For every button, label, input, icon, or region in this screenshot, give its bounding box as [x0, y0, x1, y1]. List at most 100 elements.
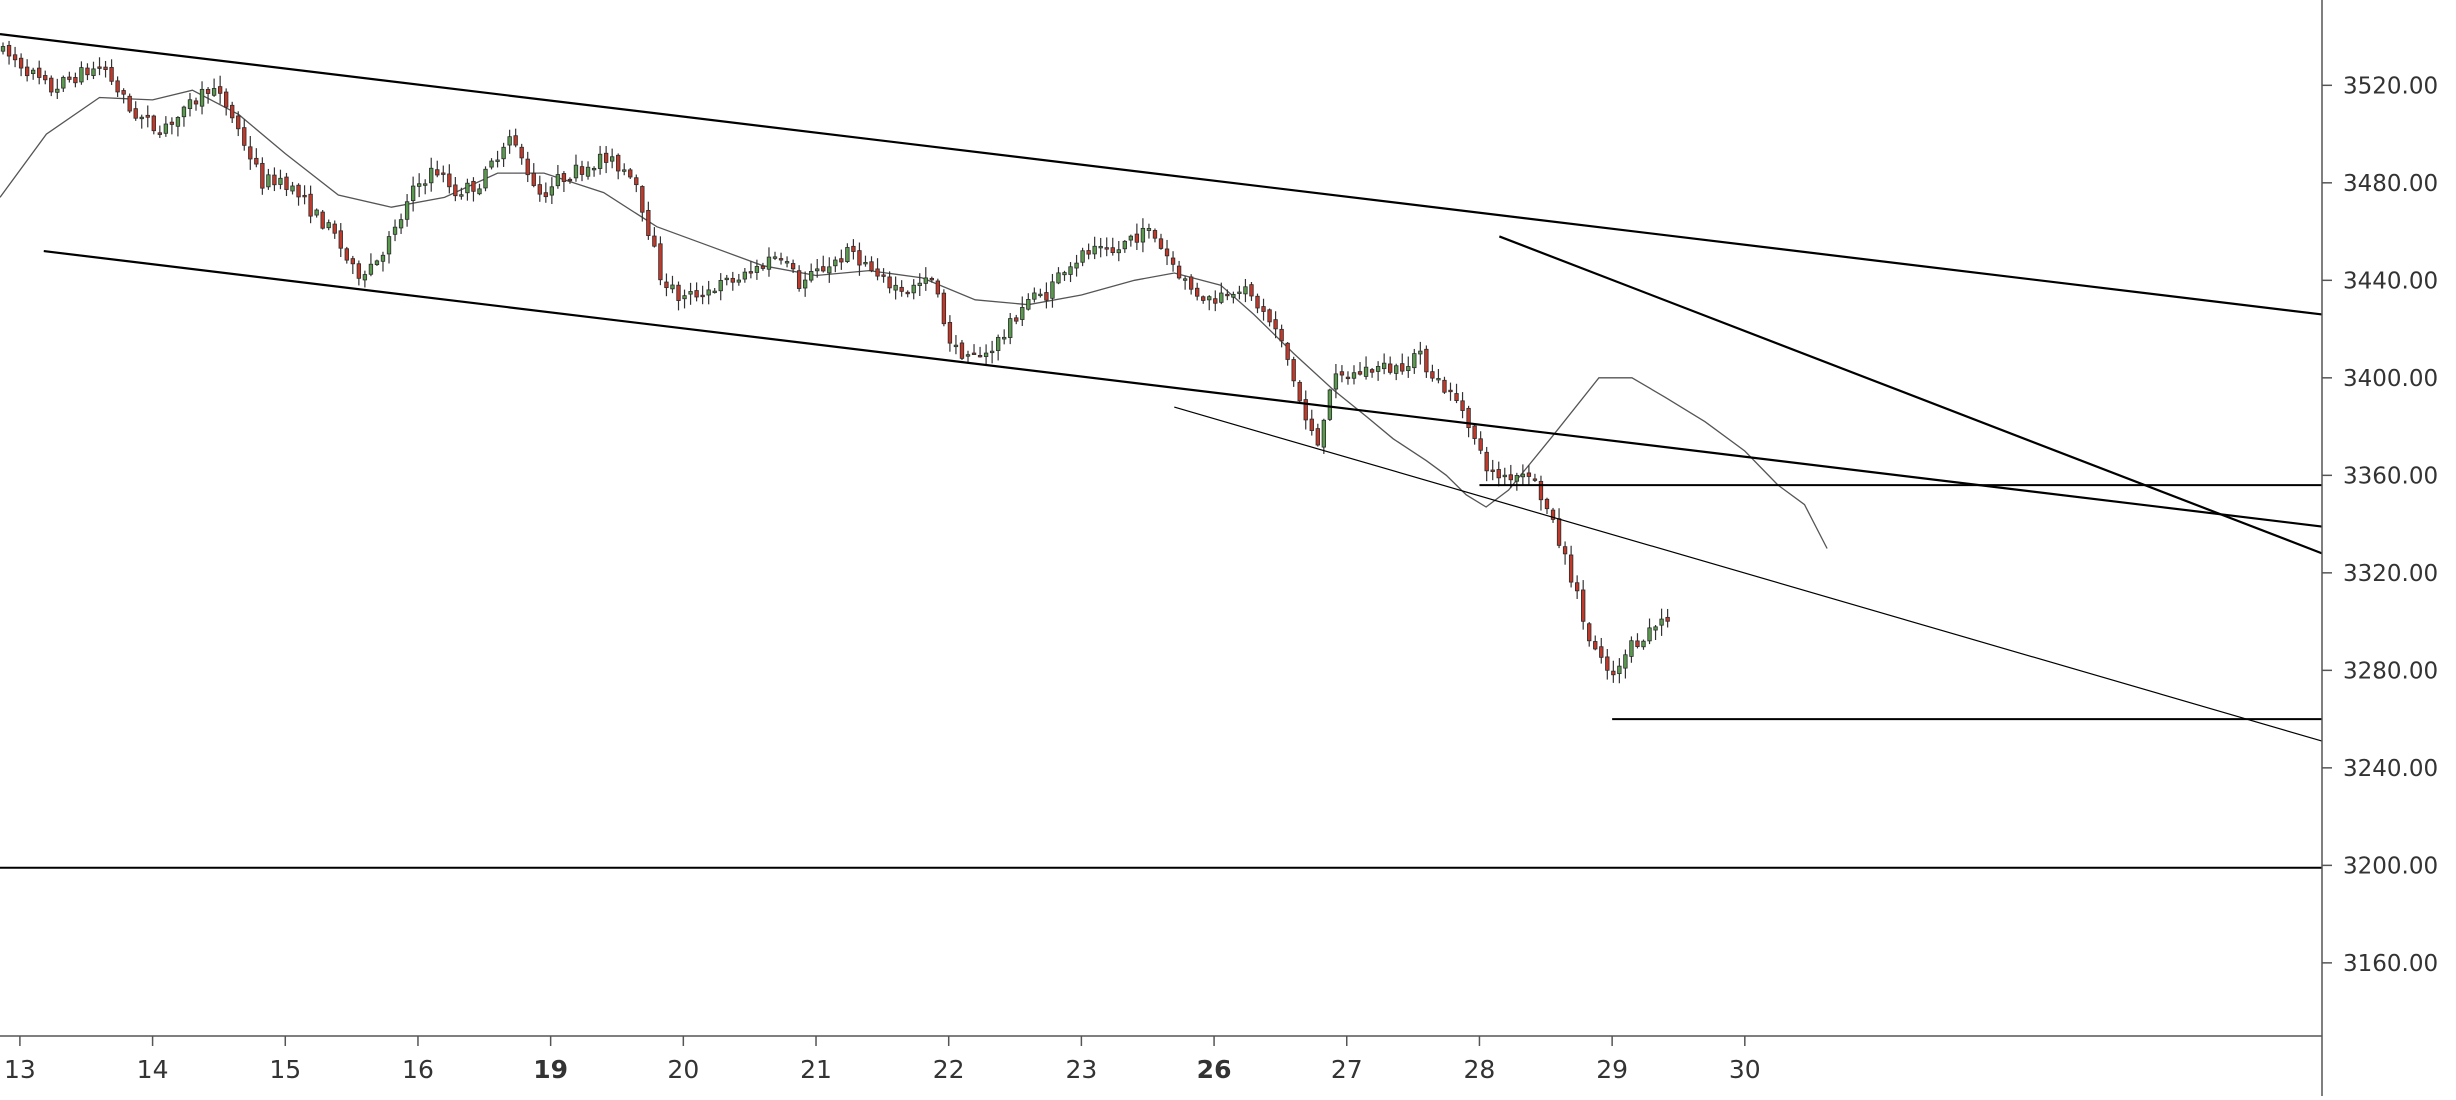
candles-layer [0, 40, 1670, 684]
candle-up [199, 88, 205, 107]
candle-down [1297, 381, 1302, 402]
candle-up [459, 194, 464, 197]
candle-down [453, 184, 458, 197]
candle-up [31, 69, 36, 75]
candle-up [483, 168, 488, 189]
candle-down [778, 258, 784, 261]
candle-up [163, 123, 169, 134]
candle-down [1605, 656, 1610, 671]
trendline[interactable] [0, 33, 2323, 316]
candle-up [368, 263, 374, 275]
candle-down [435, 169, 440, 176]
candle-up [754, 266, 760, 273]
candle-up [1231, 293, 1236, 298]
candle-down [543, 192, 548, 198]
candle-down [851, 245, 856, 252]
price-axis[interactable]: 3520.00 3480.00 3440.00 3400.00 3360.00 3320.… [2322, 73, 2438, 977]
price-tick-label: 3400.00 [2343, 366, 2438, 392]
candle-up [266, 174, 271, 188]
candle-up [1381, 362, 1387, 370]
candle-up [549, 186, 555, 196]
candle-up [1327, 389, 1333, 420]
candle-down [616, 154, 621, 172]
candle-up [91, 68, 96, 76]
candle-up [1641, 640, 1646, 648]
time-axis[interactable]: 13 14 15 16 19 20 21 22 23 26 27 28 29 30 [4, 1036, 1761, 1084]
candle-down [127, 95, 132, 112]
candle-up [507, 136, 512, 146]
candle-up [772, 256, 778, 259]
price-tick-label: 3200.00 [2343, 853, 2438, 879]
candle-up [187, 99, 193, 109]
candle-up [917, 282, 922, 286]
date-tick-label: 23 [1065, 1055, 1097, 1084]
candle-down [1424, 348, 1429, 373]
candle-up [501, 146, 506, 160]
candle-down [242, 127, 247, 146]
candle-down [857, 250, 862, 266]
candle-down [441, 172, 446, 175]
candle-up [923, 277, 928, 284]
candle-up [1020, 306, 1025, 320]
candle-up [1520, 473, 1526, 478]
candle-down [121, 90, 126, 95]
trendline[interactable] [1174, 406, 2323, 742]
candle-down [169, 121, 175, 125]
candle-down [1496, 469, 1501, 479]
candle-down [1448, 389, 1453, 393]
date-tick-label: 30 [1729, 1055, 1761, 1084]
candle-down [1611, 670, 1616, 676]
moving-average-layer [0, 89, 1828, 549]
candle-down [977, 355, 983, 358]
candle-up [1074, 262, 1079, 269]
candle-down [109, 67, 114, 82]
price-tick-label: 3280.00 [2343, 658, 2438, 684]
candle-down [603, 152, 609, 163]
candle-up [845, 247, 850, 262]
candle-down [103, 66, 108, 70]
candle-up [1237, 291, 1242, 294]
candle-up [61, 76, 66, 89]
candle-down [338, 230, 343, 249]
candle-up [784, 261, 790, 264]
candle-down [1201, 296, 1206, 301]
candle-up [79, 67, 84, 83]
candle-up [410, 185, 416, 202]
candle-down [1538, 480, 1544, 501]
candle-down [157, 132, 162, 135]
candle-down [652, 235, 657, 247]
candle-down [73, 77, 78, 84]
candle-up [815, 268, 820, 272]
candle-up [1647, 627, 1652, 642]
date-tick-label: 19 [533, 1055, 568, 1084]
candle-down [634, 177, 639, 186]
candle-down [821, 266, 826, 272]
candle-down [248, 146, 253, 160]
candle-up [911, 284, 916, 294]
date-tick-label: 20 [667, 1055, 699, 1084]
candle-up [278, 177, 283, 185]
candle-up [989, 350, 995, 354]
candle-down [1249, 284, 1254, 297]
candle-up [181, 106, 187, 118]
candle-down [1388, 363, 1393, 373]
candle-up [1068, 266, 1073, 275]
trendline[interactable] [43, 249, 2323, 528]
trendline[interactable] [1498, 235, 2323, 555]
candle-down [1466, 407, 1471, 429]
candle-down [1261, 306, 1266, 312]
candle-down [869, 261, 874, 272]
candle-down [1593, 641, 1598, 650]
candle-up [314, 209, 319, 216]
candle-up [489, 160, 494, 168]
candle-down [1134, 233, 1140, 243]
candle-up [953, 344, 959, 348]
candle-down [1285, 342, 1290, 360]
moving-average-line [0, 89, 1828, 549]
date-tick-label: 29 [1596, 1055, 1628, 1084]
candle-down [760, 265, 766, 269]
candle-down [790, 263, 796, 270]
candle-down [1442, 379, 1447, 393]
